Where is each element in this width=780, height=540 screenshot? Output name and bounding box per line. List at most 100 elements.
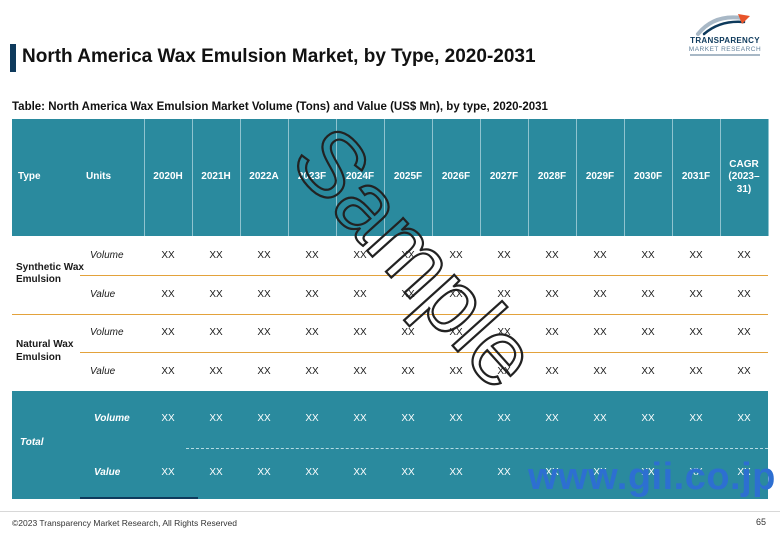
total-cell: XX [641,466,655,478]
total-cell: XX [305,466,319,478]
table-cell: XX [449,327,463,339]
table-cell: XX [401,288,415,300]
table-cell: XX [593,366,607,378]
table-cell: XX [737,366,751,378]
table-cell: XX [545,366,559,378]
table-cell: XX [593,327,607,339]
total-cell: XX [353,466,367,478]
table-cell: XX [161,288,175,300]
header-year: 2027F [489,171,519,183]
total-bottom-accent [80,497,198,499]
header-year: 2030F [633,171,663,183]
header-year: 2029F [585,171,615,183]
total-cell: XX [737,412,751,424]
footer-divider [0,511,780,512]
market-table: Type Units 2020H 2021H 2022A 2023F 2024F 2025F 2… [12,119,769,499]
total-cell: XX [209,412,223,424]
table-cell: XX [305,327,319,339]
table-cell: XX [209,288,223,300]
header-divider [720,119,721,236]
header-divider [768,119,769,236]
table-cell: XX [449,366,463,378]
table-cell: XX [689,249,703,261]
header-year: 2028F [537,171,567,183]
header-divider [240,119,241,236]
header-year: 2023F [297,171,327,183]
table-cell: XX [449,249,463,261]
logo-subtitle: MARKET RESEARCH [688,46,762,53]
table-caption: Table: North America Wax Emulsion Market… [12,101,548,113]
logo-swoosh-icon [696,14,750,36]
gii-watermark: www.gii.co.jp [528,456,776,498]
table-cell: XX [257,327,271,339]
table-cell: XX [689,327,703,339]
row-type-label: Synthetic Wax Emulsion [16,261,84,286]
total-cell: XX [449,412,463,424]
total-cell: XX [401,466,415,478]
row-unit: Volume [90,249,124,261]
page-number: 65 [755,517,766,527]
header-divider [144,119,145,236]
table-cell: XX [209,366,223,378]
table-cell: XX [737,288,751,300]
table-cell: XX [593,249,607,261]
row-divider [80,352,768,354]
table-cell: XX [353,288,367,300]
table-header-row: Type Units 2020H 2021H 2022A 2023F 2024F 2025F 2… [12,119,769,236]
header-divider [672,119,673,236]
total-label: Total [20,437,44,448]
total-cell: XX [545,412,559,424]
header-year: 2031F [681,171,711,183]
header-year: 2025F [393,171,423,183]
title-accent-bar [10,44,16,72]
table-cell: XX [689,288,703,300]
total-cell: XX [689,412,703,424]
total-cell: XX [353,412,367,424]
total-cell: XX [305,412,319,424]
table-cell: XX [353,327,367,339]
table-cell: XX [497,288,511,300]
total-cell: XX [545,466,559,478]
total-cell: XX [449,466,463,478]
company-logo: TRANSPARENCY MARKET RESEARCH [680,10,770,60]
table-cell: XX [545,288,559,300]
total-row-unit: Volume [94,412,130,424]
header-divider [480,119,481,236]
header-year: 2020H [153,171,183,183]
header-divider [288,119,289,236]
table-cell: XX [257,288,271,300]
table-cell: XX [257,249,271,261]
table-cell: XX [641,327,655,339]
total-cell: XX [209,466,223,478]
table-cell: XX [353,366,367,378]
header-year: 2026F [441,171,471,183]
total-row-unit: Value [94,466,121,478]
table-cell: XX [305,366,319,378]
logo-name: TRANSPARENCY [690,36,760,45]
header-divider [192,119,193,236]
total-cell: XX [497,412,511,424]
table-cell: XX [401,327,415,339]
table-cell: XX [209,327,223,339]
header-divider [336,119,337,236]
header-divider [384,119,385,236]
table-cell: XX [449,288,463,300]
table-cell: XX [401,366,415,378]
table-cell: XX [353,249,367,261]
table-cell: XX [161,249,175,261]
table-cell: XX [497,327,511,339]
table-cell: XX [401,249,415,261]
header-divider [432,119,433,236]
total-cell: XX [641,412,655,424]
header-type: Type [18,171,41,183]
total-cell: XX [689,466,703,478]
header-units: Units [86,171,111,183]
table-cell: XX [257,366,271,378]
table-cell: XX [689,366,703,378]
total-row-divider [186,448,768,449]
table-cell: XX [209,249,223,261]
page-title: North America Wax Emulsion Market, by Ty… [22,46,536,67]
table-cell: XX [545,249,559,261]
total-cell: XX [593,466,607,478]
table-body: Synthetic Wax Emulsion Volume XX XX XX XX XX XX… [12,236,768,391]
